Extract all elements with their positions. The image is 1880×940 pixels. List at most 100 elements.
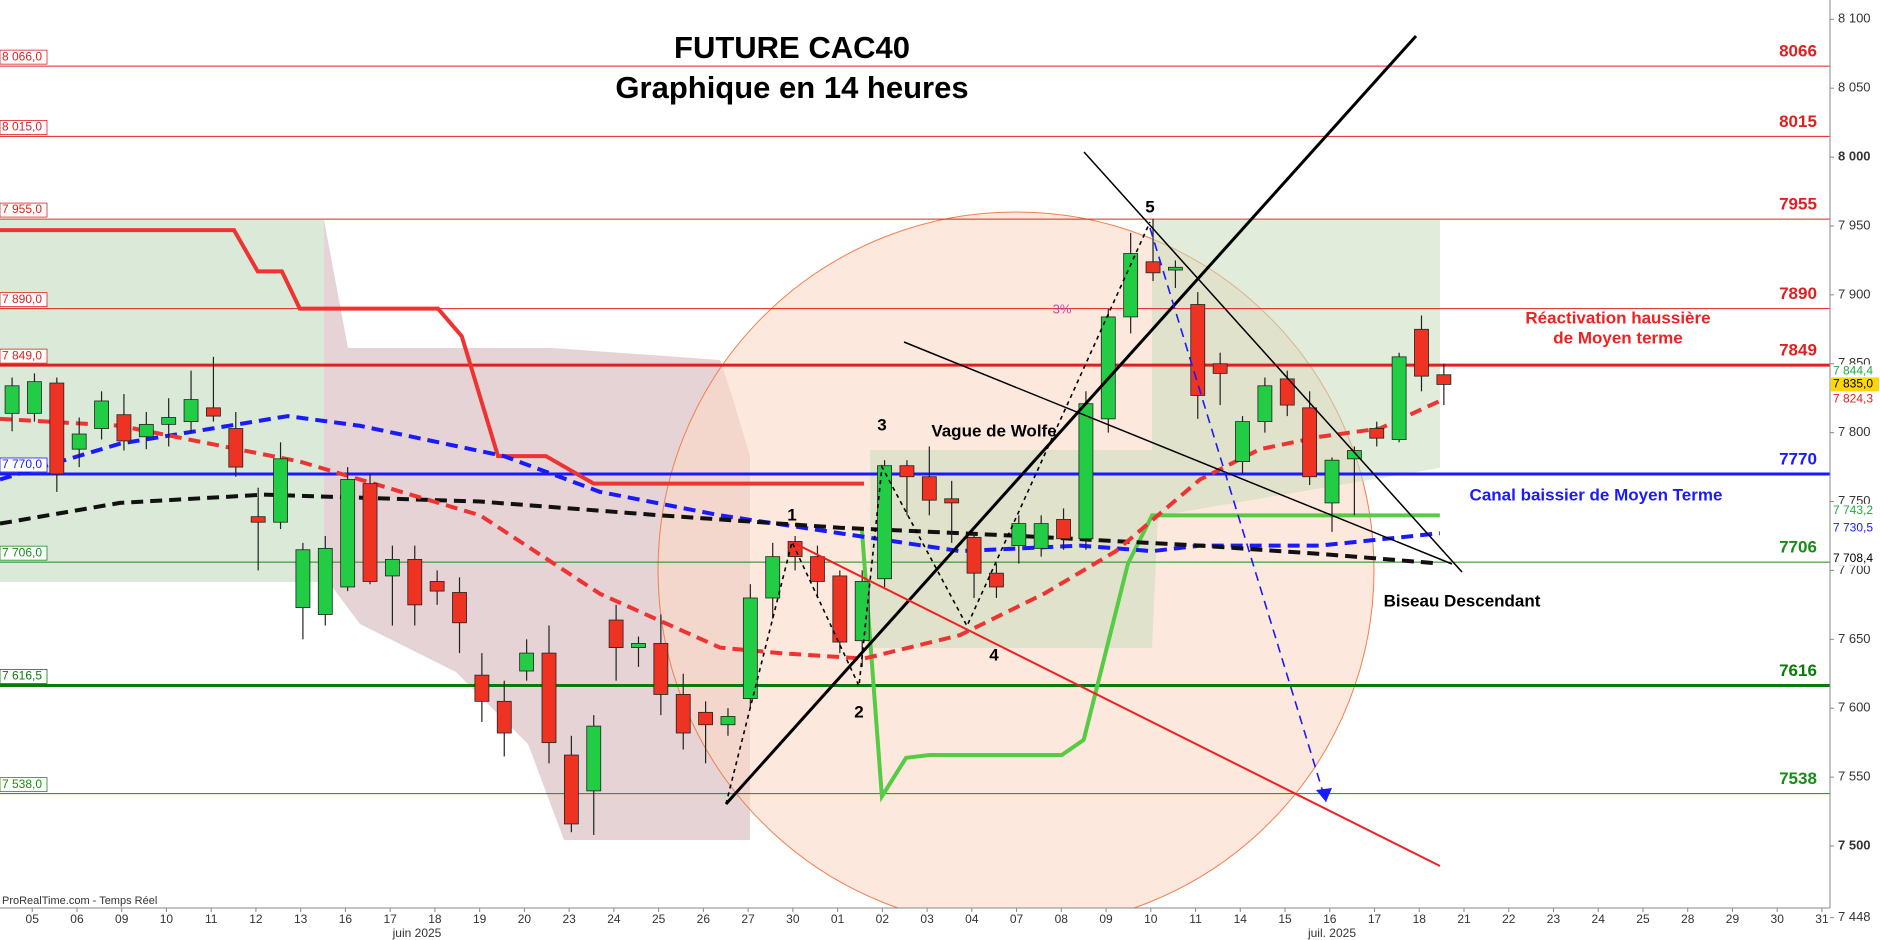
y-tick-label: 7 950	[1838, 217, 1871, 232]
annotations: FUTURE CAC40 Graphique en 14 heures 1 2 …	[2, 30, 1722, 907]
x-tick-label: 01	[831, 912, 845, 926]
x-tick-label: 04	[965, 912, 979, 926]
candle-body	[1257, 385, 1273, 423]
candle-body	[317, 547, 333, 615]
wave-label: 4	[989, 645, 999, 664]
candle-body	[362, 483, 378, 582]
source: ProRealTime.com - Temps Réel	[2, 895, 157, 907]
candle-body	[1078, 403, 1094, 540]
candle-body	[273, 458, 288, 523]
x-tick-label: 09	[115, 912, 129, 926]
price-tag-label: 7 743,2	[1833, 503, 1873, 517]
price-tag	[1831, 377, 1879, 392]
candle-body	[183, 399, 199, 423]
level-left-label: 8 066,0	[2, 49, 42, 63]
level-right-label: 7770	[1779, 449, 1817, 468]
price-tag-label: 7 730,5	[1833, 521, 1873, 535]
x-tick-label: 11	[1189, 912, 1202, 926]
candle-body	[1056, 519, 1071, 540]
level-left-label: 7 890,0	[2, 292, 42, 306]
y-tick-label: 7 600	[1838, 700, 1871, 715]
y-tick-label: 7 500	[1838, 837, 1871, 852]
x-tick-label: 12	[249, 912, 263, 926]
month-label: juil. 2025	[1307, 926, 1356, 940]
candle-body	[608, 619, 624, 648]
level-right-label: 8066	[1779, 42, 1817, 61]
candle-body	[899, 465, 915, 478]
annotation: Vague de Wolfe	[931, 421, 1056, 440]
x-tick-label: 23	[1547, 912, 1561, 926]
candle-body	[742, 597, 758, 699]
candle-body	[519, 652, 535, 672]
x-tick-label: 23	[562, 912, 576, 926]
month-label: juin 2025	[392, 926, 442, 940]
price-tag	[1831, 521, 1879, 536]
x-tick-label: 07	[1010, 912, 1024, 926]
y-tick-label: 7 650	[1838, 631, 1871, 646]
x-tick-label: 11	[205, 912, 218, 926]
candle-body	[116, 414, 132, 442]
candle-body	[877, 465, 892, 580]
candle-body	[94, 400, 109, 429]
x-tick-label: 22	[1502, 912, 1516, 926]
level-left-label: 7 538,0	[2, 777, 42, 791]
x-tick-label: 16	[1323, 912, 1337, 926]
candle-body	[698, 711, 714, 726]
x-tick-label: 25	[652, 912, 666, 926]
x-tick-label: 20	[518, 912, 532, 926]
level-right-label: 7706	[1779, 538, 1817, 557]
candle-body	[1324, 459, 1340, 504]
candle-body	[407, 559, 423, 606]
candle-body	[1369, 428, 1385, 439]
candle-body	[1190, 304, 1206, 396]
chart-subtitle: Graphique en 14 heures	[615, 70, 968, 105]
trend-line	[903, 341, 1453, 565]
x-tick-label: 31	[1815, 912, 1829, 926]
candle-body	[4, 385, 20, 414]
candle-body	[1346, 450, 1362, 460]
level-left-label: 7 616,5	[2, 669, 42, 683]
price-tag	[1831, 503, 1879, 518]
x-tick-label: 25	[1636, 912, 1650, 926]
level-label-box	[0, 777, 48, 793]
candle-body	[1011, 523, 1027, 547]
price-tag-label: 7 824,3	[1833, 391, 1873, 405]
y-tick-label: 8 050	[1838, 80, 1871, 95]
candle-body	[496, 700, 512, 734]
level-label-box	[0, 348, 48, 364]
candle-body	[1436, 374, 1452, 385]
indicator-line	[859, 513, 1440, 803]
indicator-line	[0, 492, 1440, 566]
level-label-box	[0, 292, 48, 308]
plot	[0, 65, 1830, 835]
level-right-label: 7890	[1779, 284, 1817, 303]
y-tick-label: 7 550	[1838, 769, 1871, 784]
level-left-label: 8 015,0	[2, 120, 42, 134]
price-tag-label: 7 844,4	[1833, 364, 1873, 378]
x-tick-label: 17	[383, 912, 397, 926]
candle-body	[541, 652, 557, 744]
candle-body	[228, 428, 244, 468]
wave-label: 1	[787, 505, 796, 524]
level-right-label: 7616	[1779, 661, 1817, 680]
candle-body	[1302, 407, 1318, 478]
candle-body	[563, 754, 579, 825]
x-tick-label: 24	[1592, 912, 1606, 926]
price-tag-label: 7 708,4	[1833, 551, 1873, 565]
x-tick-label: 10	[1144, 912, 1158, 926]
level-label-box	[0, 669, 48, 684]
x-tick-label: 29	[1726, 912, 1740, 926]
price-tag	[1831, 551, 1879, 566]
x-tick-label: 19	[473, 912, 487, 926]
annotation: Réactivation haussière	[1525, 308, 1710, 327]
candle-body	[810, 556, 825, 582]
candle-body	[944, 498, 960, 504]
trend-line	[791, 541, 1441, 867]
candle-body	[429, 581, 445, 592]
x-tick-label: 09	[1099, 912, 1113, 926]
y-tick-label: 8 000	[1838, 149, 1871, 164]
decorations	[0, 211, 1440, 908]
candle-body	[474, 674, 490, 702]
price-tag	[1831, 392, 1879, 407]
